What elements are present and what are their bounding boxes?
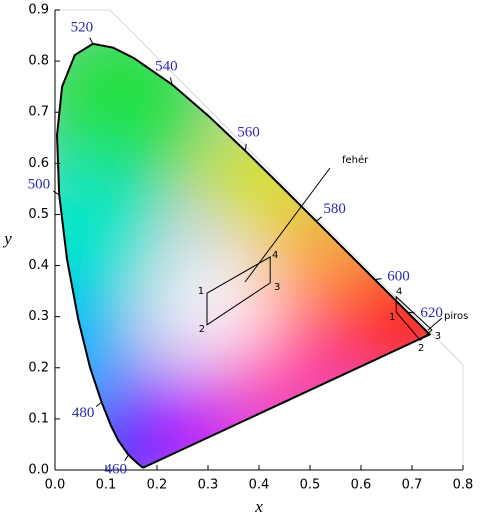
corner-label: 2 <box>418 343 424 354</box>
y-tick-label: 0.7 <box>28 105 49 120</box>
x-tick-label: 0.8 <box>453 478 474 493</box>
y-tick-label: 0.6 <box>28 156 49 171</box>
y-tick-label: 0.3 <box>28 309 49 324</box>
x-tick-label: 0.7 <box>402 478 423 493</box>
x-tick-label: 0.5 <box>300 478 321 493</box>
wavelength-tick <box>169 77 173 85</box>
wavelength-tick <box>374 278 382 281</box>
wavelength-tick <box>95 401 102 408</box>
x-tick-label: 0.0 <box>45 478 66 493</box>
wavelength-label: 460 <box>105 462 128 478</box>
y-tick-label: 0.2 <box>28 360 49 375</box>
color-blob <box>331 251 430 392</box>
x-tick-label: 0.6 <box>351 478 372 493</box>
color-blob <box>163 251 274 362</box>
y-axis-label: y <box>2 229 12 248</box>
wavelength-label: 480 <box>72 405 95 421</box>
corner-label: 4 <box>396 287 402 298</box>
leader-line <box>427 317 443 331</box>
wavelength-tick <box>124 454 129 462</box>
corner-label: 3 <box>435 331 441 342</box>
y-tick-label: 0.0 <box>28 463 49 478</box>
wavelength-label: 620 <box>420 305 443 321</box>
wavelength-label: 600 <box>387 269 410 285</box>
spectral-locus <box>55 42 432 469</box>
wavelength-tick <box>316 216 323 222</box>
region <box>395 295 433 341</box>
corner-label: 1 <box>198 286 204 297</box>
wavelength-tick <box>89 37 94 45</box>
wavelength-label: 500 <box>28 177 51 193</box>
x-tick-label: 0.2 <box>147 478 168 493</box>
y-tick-label: 0.1 <box>28 411 49 426</box>
x-tick-label: 0.3 <box>198 478 219 493</box>
color-blob <box>204 128 314 239</box>
region-label: piros <box>444 311 468 322</box>
x-tick-label: 0.1 <box>96 478 117 493</box>
wavelength-label: 540 <box>155 58 178 74</box>
gamut-blobs <box>57 43 430 468</box>
y-tick-label: 0.9 <box>28 3 49 18</box>
leader-line <box>244 167 331 283</box>
color-gamut <box>57 43 430 468</box>
y-tick-label: 0.4 <box>28 258 49 273</box>
background <box>55 9 464 470</box>
corner-label: 2 <box>199 324 205 335</box>
y-tick-label: 0.5 <box>28 207 49 222</box>
x-tick-label: 0.4 <box>249 478 270 493</box>
y-tick-label: 0.8 <box>28 54 49 69</box>
plot: 0.0 0.1 0.2 0.3 0.4 0.5 0.6 0.7 0.8 0.0 0.1 0.2 0.3 0… <box>28 3 474 493</box>
guide-line <box>55 9 464 470</box>
color-blob <box>57 160 161 320</box>
wavelength-label: 580 <box>323 201 346 217</box>
region-label: fehér <box>342 154 369 166</box>
wavelength-tick <box>52 190 60 196</box>
corner-label: 3 <box>274 282 280 293</box>
wavelength-label: 560 <box>237 124 260 140</box>
wavelength-tick <box>244 143 247 151</box>
corner-label: 4 <box>272 250 278 261</box>
corner-label: 1 <box>389 312 395 323</box>
wavelength-label: 520 <box>71 19 94 35</box>
region <box>206 256 271 326</box>
x-axis-label: x <box>254 497 263 516</box>
